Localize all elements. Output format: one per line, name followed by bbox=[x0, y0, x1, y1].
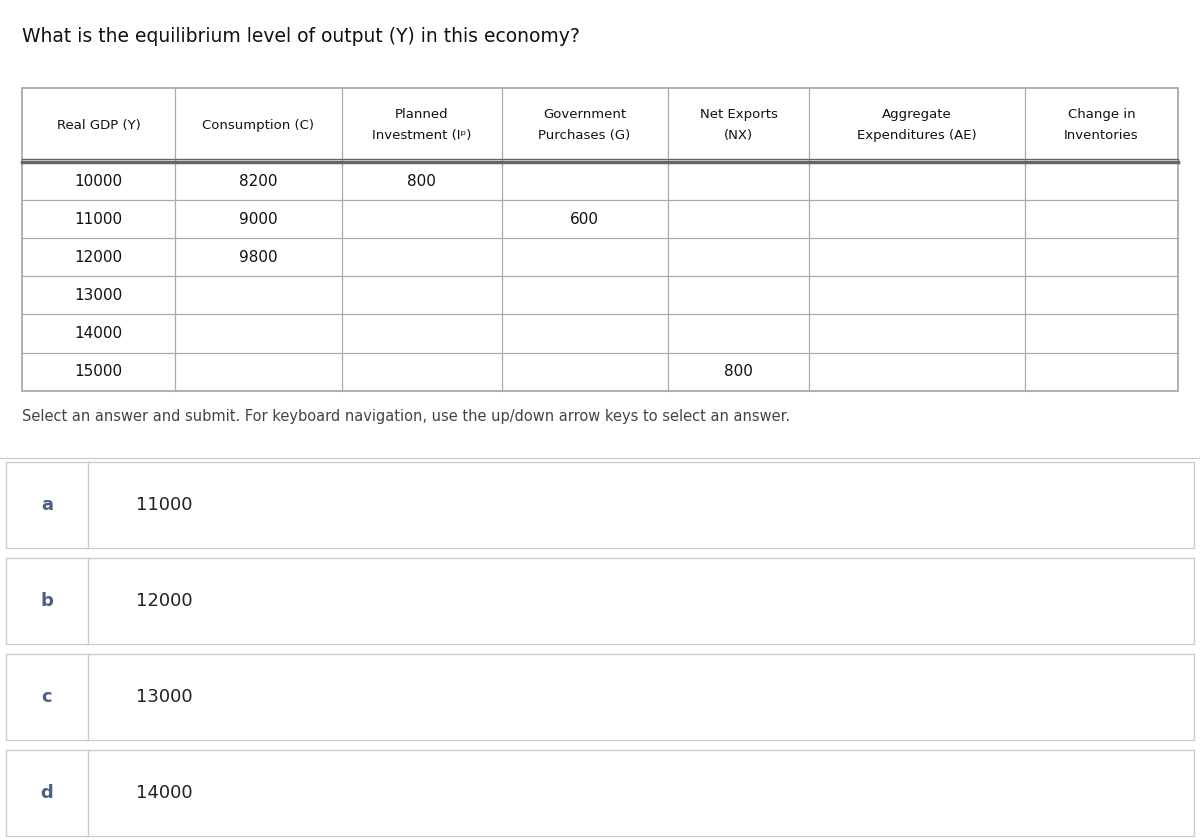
Text: 9800: 9800 bbox=[239, 249, 278, 265]
Text: Purchases (G): Purchases (G) bbox=[539, 129, 631, 142]
Text: 14000: 14000 bbox=[74, 326, 122, 341]
Text: 10000: 10000 bbox=[74, 174, 122, 189]
Text: a: a bbox=[41, 496, 53, 514]
Text: d: d bbox=[41, 784, 53, 802]
Text: Change in: Change in bbox=[1068, 108, 1135, 122]
Text: 8200: 8200 bbox=[239, 174, 277, 189]
Text: Select an answer and submit. For keyboard navigation, use the up/down arrow keys: Select an answer and submit. For keyboar… bbox=[22, 409, 790, 424]
Text: 11000: 11000 bbox=[74, 212, 122, 227]
Text: Inventories: Inventories bbox=[1064, 129, 1139, 142]
Text: Expenditures (AE): Expenditures (AE) bbox=[857, 129, 977, 142]
Text: 9000: 9000 bbox=[239, 212, 278, 227]
Text: 11000: 11000 bbox=[136, 496, 192, 514]
Text: 14000: 14000 bbox=[136, 784, 192, 802]
Text: 800: 800 bbox=[407, 174, 436, 189]
Text: 12000: 12000 bbox=[74, 249, 122, 265]
Text: Net Exports: Net Exports bbox=[700, 108, 778, 122]
Text: c: c bbox=[42, 688, 52, 706]
Text: Planned: Planned bbox=[395, 108, 449, 122]
Text: 13000: 13000 bbox=[136, 688, 192, 706]
Text: 15000: 15000 bbox=[74, 364, 122, 379]
Text: b: b bbox=[41, 592, 53, 610]
Text: (NX): (NX) bbox=[724, 129, 754, 142]
Text: 800: 800 bbox=[724, 364, 752, 379]
Text: 600: 600 bbox=[570, 212, 599, 227]
Text: Government: Government bbox=[544, 108, 626, 122]
Text: 12000: 12000 bbox=[136, 592, 192, 610]
Text: Aggregate: Aggregate bbox=[882, 108, 952, 122]
Text: Real GDP (Y): Real GDP (Y) bbox=[56, 118, 140, 132]
Text: 13000: 13000 bbox=[74, 288, 122, 303]
Text: What is the equilibrium level of output (Y) in this economy?: What is the equilibrium level of output … bbox=[22, 27, 580, 46]
Text: Investment (Iᵖ): Investment (Iᵖ) bbox=[372, 129, 472, 142]
Text: Consumption (C): Consumption (C) bbox=[203, 118, 314, 132]
